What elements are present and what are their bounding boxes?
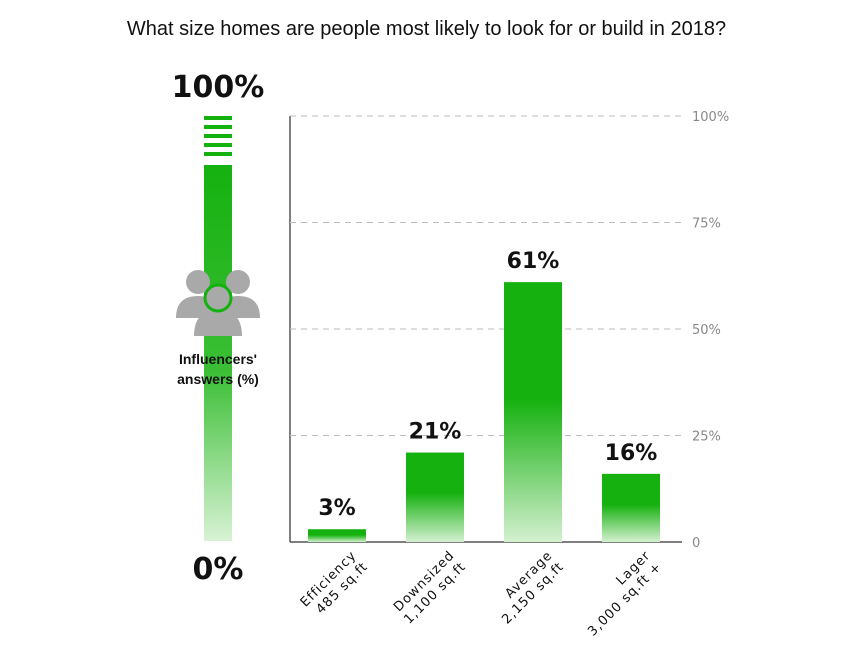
gauge-caption-line1: Influencers' — [178, 351, 258, 367]
gauge-caption-line2: answers (%) — [177, 371, 259, 387]
gauge-stripe — [204, 143, 232, 147]
y-tick-label: 0 — [692, 536, 700, 551]
gauge-bottom-label: 0% — [192, 552, 244, 587]
bars — [308, 282, 660, 542]
bar-value-label: 61% — [507, 249, 560, 274]
y-tick-label: 100% — [692, 110, 729, 125]
chart-title: What size homes are people most likely t… — [126, 18, 727, 40]
gauge-stripe — [204, 152, 232, 156]
gauge-stripe — [204, 134, 232, 138]
gauge-stripe — [204, 125, 232, 129]
gauge-fill — [204, 165, 232, 541]
gauge-stripe — [204, 116, 232, 120]
gauge — [204, 116, 232, 541]
bar — [602, 473, 660, 542]
bar — [504, 282, 562, 542]
bar — [406, 452, 464, 542]
gauge-top-label: 100% — [171, 70, 265, 105]
bar — [308, 529, 366, 542]
people-group-icon — [176, 270, 260, 336]
bar-value-label: 21% — [409, 420, 462, 445]
y-tick-label: 25% — [692, 430, 721, 445]
y-tick-label: 50% — [692, 323, 721, 338]
y-tick-label: 75% — [692, 217, 721, 232]
bar-value-label: 3% — [318, 496, 355, 521]
value-labels: 3% 21% 61% 16% — [318, 249, 657, 521]
bar-value-label: 16% — [605, 441, 658, 466]
